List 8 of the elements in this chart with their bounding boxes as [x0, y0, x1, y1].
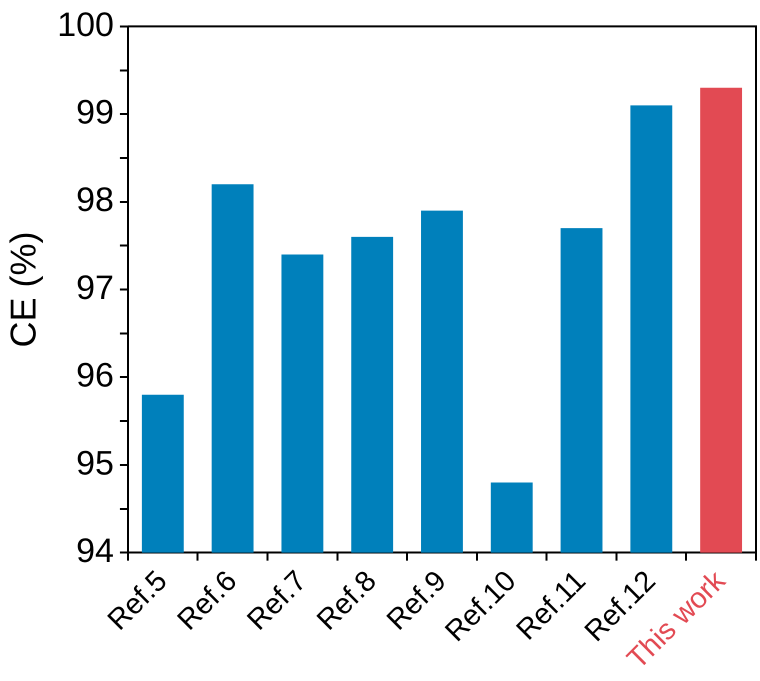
y-tick-label: 96 — [76, 356, 114, 395]
y-tick-label: 98 — [76, 181, 114, 220]
y-axis-title: CE (%) — [2, 232, 44, 348]
y-tick-label: 99 — [76, 93, 114, 132]
y-tick-label: 97 — [76, 268, 114, 307]
y-tick-label: 95 — [76, 444, 114, 482]
y-tick-label: 100 — [57, 6, 114, 44]
y-tick-label: 94 — [76, 532, 114, 570]
